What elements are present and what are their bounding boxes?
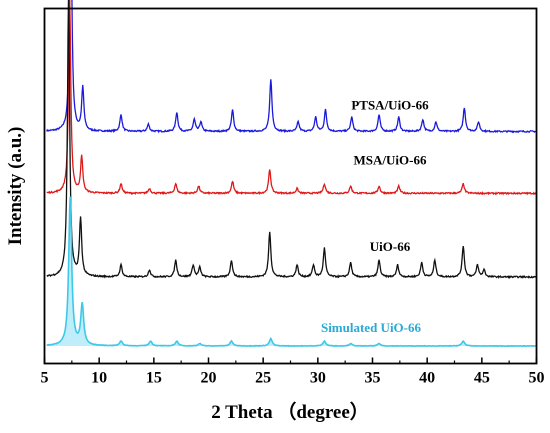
x-tick-label-6: 35 xyxy=(365,370,381,387)
x-tick-label-0: 5 xyxy=(41,370,49,387)
y-axis-title: Intensity (a.u.) xyxy=(5,127,26,246)
axes-layer: 5 10 15 20 25 30 35 40 45 50 xyxy=(41,357,545,387)
series-line-3 xyxy=(46,196,537,348)
series-line-0 xyxy=(46,0,537,134)
series-2 xyxy=(46,0,538,280)
series-1 xyxy=(46,0,537,196)
series-line-2 xyxy=(46,0,538,280)
series-label-1: MSA/UiO-66 xyxy=(354,152,427,167)
series-line-1 xyxy=(46,0,537,196)
label-layer: PTSA/UiO-66 MSA/UiO-66 UiO-66 Simulated UiO… xyxy=(321,98,429,336)
x-tick-label-3: 20 xyxy=(201,370,217,387)
x-tick-label-7: 40 xyxy=(419,370,435,387)
x-tick-label-2: 15 xyxy=(146,370,162,387)
series-layer xyxy=(46,0,538,348)
x-tick-label-1: 10 xyxy=(91,370,107,387)
series-label-0: PTSA/UiO-66 xyxy=(351,98,429,113)
x-tick-label-4: 25 xyxy=(255,370,271,387)
x-axis-title: 2 Theta （degree） xyxy=(211,400,369,423)
x-tick-label-8: 45 xyxy=(474,370,490,387)
series-0 xyxy=(46,0,537,134)
series-label-2: UiO-66 xyxy=(370,239,411,254)
series-label-3: Simulated UiO-66 xyxy=(321,320,422,335)
x-tick-label-9: 50 xyxy=(529,370,545,387)
x-tick-label-5: 30 xyxy=(310,370,326,387)
series-3 xyxy=(46,196,537,348)
